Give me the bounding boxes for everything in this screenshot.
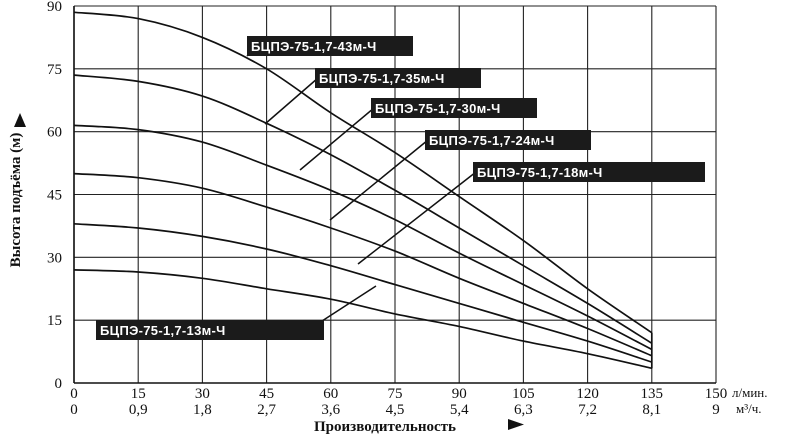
y-tick-label: 90 [47,0,62,15]
series-label-box [371,98,537,118]
series-curve [73,124,653,351]
label-leader-line [321,285,377,322]
y-tick-label: 15 [47,313,62,329]
series-label-box [425,130,591,150]
series-label-box [473,162,705,182]
series-label-box [315,68,481,88]
series-curve [73,222,653,363]
x-tick-label-primary: 135 [641,386,664,402]
y-axis-title: Высота подъёма (м) [8,133,24,268]
series-label-text: БЦПЭ-75-1,7-30м-Ч [375,101,501,116]
series-label-text: БЦПЭ-75-1,7-43м-Ч [251,39,377,54]
x-tick-label-primary: 15 [131,386,146,402]
series-label-text: БЦПЭ-75-1,7-24м-Ч [429,133,555,148]
y-tick-label: 45 [47,188,62,204]
x-tick-label-secondary: 8,1 [642,402,661,418]
x-tick-label-secondary: 2,7 [257,402,276,418]
x-axis-arrow-icon [508,419,524,430]
label-leader-line [329,139,429,221]
x-tick-label-primary: 150 [705,386,728,402]
x-tick-label-secondary: 7,2 [578,402,597,418]
series-label-box [96,320,324,340]
label-leader-line [357,171,477,265]
x-tick-label-primary: 105 [512,386,535,402]
x-tick-label-primary: 45 [259,386,274,402]
series-label-box [247,36,413,56]
x-axis-title: Производительность [314,419,456,434]
x-unit-primary: л/мин. [732,385,768,400]
x-tick-label-secondary: 5,4 [450,402,469,418]
label-leader-line [299,107,375,171]
x-tick-label-primary: 75 [388,386,403,402]
x-tick-label-secondary: 9 [712,402,720,418]
series-curve [73,74,653,344]
series-label-text: БЦПЭ-75-1,7-35м-Ч [319,71,445,86]
y-tick-label: 75 [47,62,62,78]
x-tick-label-secondary: 6,3 [514,402,533,418]
x-tick-label-primary: 0 [70,386,78,402]
axis-titles: Производительность Высота подъёма (м) л/… [8,113,768,434]
y-tick-label: 0 [55,376,63,392]
label-leader-line [264,77,319,125]
x-tick-label-secondary: 3,6 [321,402,340,418]
x-tick-label-primary: 90 [452,386,467,402]
x-tick-label-secondary: 0 [70,402,78,418]
series-curve [73,11,653,334]
x-tick-label-secondary: 0,9 [129,402,148,418]
y-axis-arrow-icon [14,113,26,127]
axis-ticks: 00150,9301,8452,7603,6754,5905,41056,312… [47,0,727,418]
curves [73,11,653,370]
series-curve [73,172,653,357]
x-tick-label-primary: 60 [323,386,338,402]
series-label-text: БЦПЭ-75-1,7-18м-Ч [477,165,603,180]
series-labels: БЦПЭ-75-1,7-43м-Ч БЦПЭ-75-1,7-35м-Ч БЦПЭ-7… [96,36,705,340]
y-tick-label: 30 [47,250,62,266]
series-label-text: БЦПЭ-75-1,7-13м-Ч [100,323,226,338]
x-tick-label-secondary: 4,5 [386,402,405,418]
x-unit-secondary: м³/ч. [736,401,762,416]
y-tick-label: 60 [47,125,62,141]
series-curve [73,269,652,370]
x-tick-label-secondary: 1,8 [193,402,212,418]
x-tick-label-primary: 120 [576,386,599,402]
x-tick-label-primary: 30 [195,386,210,402]
